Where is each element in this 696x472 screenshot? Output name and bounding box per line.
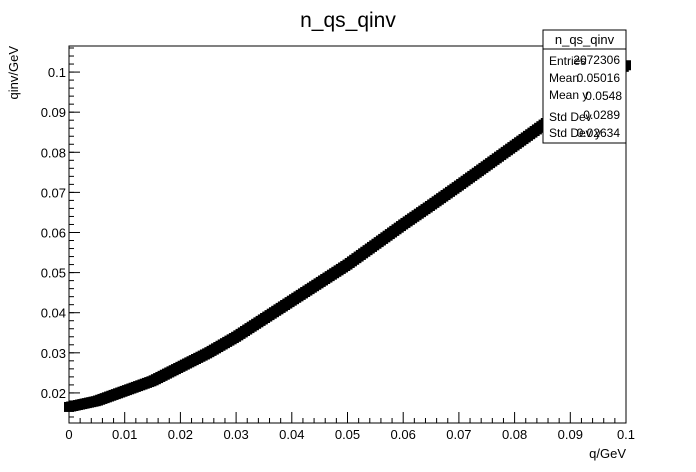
x-tick-label: 0.03 [223, 427, 248, 442]
y-tick-label: 0.08 [41, 145, 66, 160]
stats-label-entries: Entries [549, 54, 586, 68]
y-tick-label: 0.1 [48, 65, 66, 80]
y-tick-label: 0.05 [41, 266, 66, 281]
stats-value-std-dev: 0.0289 [583, 108, 620, 122]
stats-box-title: n_qs_qinv [555, 32, 615, 47]
stats-label-std-dev: Std Dev [549, 110, 592, 124]
x-tick-label: 0.08 [502, 427, 527, 442]
x-axis: 0 0.01 0.02 0.03 0.04 0.05 0.06 0.07 0.08 0.09 0.1 [65, 412, 635, 442]
stats-label-mean-y: Mean y [549, 88, 588, 102]
stats-label-mean: Mean [549, 71, 579, 85]
y-axis-label: qinv/GeV [6, 46, 21, 100]
x-tick-label: 0.02 [168, 427, 193, 442]
stats-label-std-dev-y: Std Dev y [549, 126, 601, 140]
x-tick-label: 0.05 [335, 427, 360, 442]
y-tick-label: 0.03 [41, 346, 66, 361]
x-tick-label: 0.09 [558, 427, 583, 442]
y-tick-label: 0.07 [41, 185, 66, 200]
y-tick-label: 0.06 [41, 225, 66, 240]
plot-frame [68, 45, 627, 424]
y-tick-label: 0.04 [41, 306, 66, 321]
stats-value-mean-y: 0.0548 [585, 89, 622, 103]
stats-value-entries: 2072306 [573, 53, 620, 67]
x-tick-label: 0 [65, 427, 72, 442]
y-axis: 0.02 0.03 0.04 0.05 0.06 0.07 0.08 0.09 0.1 [41, 47, 80, 418]
stats-box: n_qs_qinv Entries 2072306 Mean 0.05016 M… [542, 29, 627, 144]
stats-value-std-dev-y: 0.02634 [577, 126, 621, 140]
x-tick-label: 0.07 [446, 427, 471, 442]
x-tick-label: 0.1 [617, 427, 635, 442]
stats-value-mean: 0.05016 [577, 71, 621, 85]
x-tick-label: 0.06 [391, 427, 416, 442]
chart-title: n_qs_qinv [300, 9, 396, 32]
y-tick-label: 0.09 [41, 105, 66, 120]
x-axis-label: q/GeV [589, 446, 626, 461]
x-tick-label: 0.04 [279, 427, 304, 442]
x-tick-label: 0.01 [112, 427, 137, 442]
y-tick-label: 0.02 [41, 386, 66, 401]
